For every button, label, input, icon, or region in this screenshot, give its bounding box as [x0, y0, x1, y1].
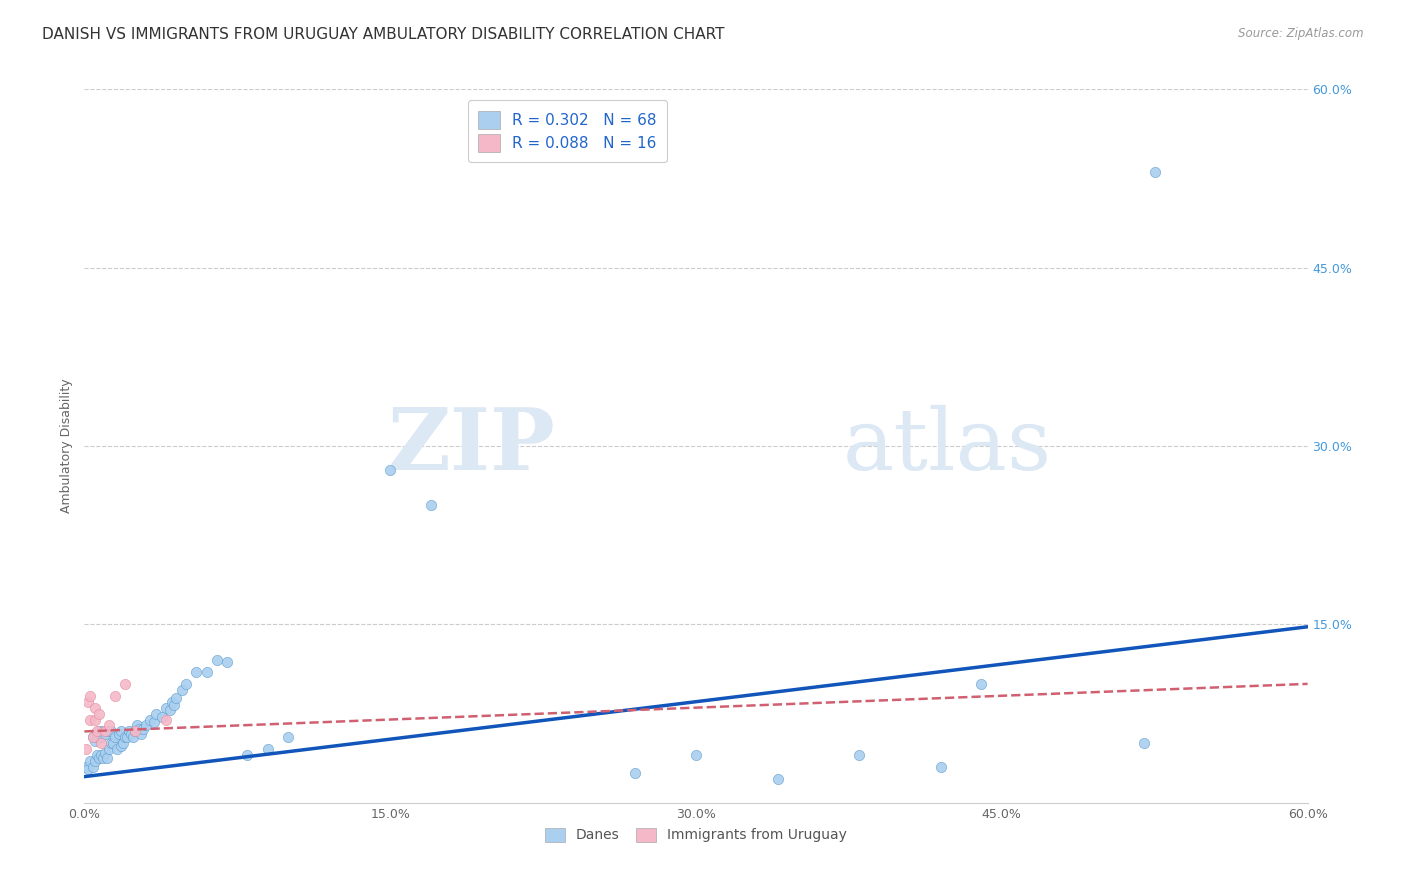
Point [1143, 165, 1166, 179]
Point [82, 760, 104, 774]
Point [108, 727, 131, 741]
Point [112, 736, 135, 750]
Point [83, 713, 105, 727]
Point [97, 742, 120, 756]
Point [848, 748, 870, 763]
Point [87, 706, 110, 721]
Point [155, 700, 177, 714]
Point [86, 724, 108, 739]
Point [132, 722, 155, 736]
Point [104, 731, 127, 745]
Point [93, 724, 115, 739]
Point [236, 748, 259, 763]
Point [101, 736, 124, 750]
Point [150, 710, 173, 724]
Point [128, 722, 150, 736]
Point [96, 724, 118, 739]
Point [195, 665, 218, 679]
Point [110, 739, 132, 753]
Point [138, 713, 160, 727]
Point [159, 703, 181, 717]
Point [420, 499, 443, 513]
Point [105, 742, 128, 756]
Point [163, 698, 186, 713]
Point [115, 731, 138, 745]
Point [75, 742, 97, 756]
Point [93, 746, 115, 760]
Point [155, 713, 177, 727]
Point [929, 760, 952, 774]
Point [205, 653, 228, 667]
Point [114, 677, 136, 691]
Point [1133, 736, 1156, 750]
Point [77, 695, 100, 709]
Point [90, 748, 112, 763]
Point [120, 727, 142, 741]
Point [165, 691, 187, 706]
Point [624, 766, 647, 780]
Point [75, 760, 97, 774]
Point [124, 724, 146, 739]
Point [186, 665, 208, 679]
Point [83, 734, 105, 748]
Point [766, 772, 789, 786]
Point [90, 736, 112, 750]
Text: DANISH VS IMMIGRANTS FROM URUGUAY AMBULATORY DISABILITY CORRELATION CHART: DANISH VS IMMIGRANTS FROM URUGUAY AMBULA… [42, 27, 724, 42]
Point [114, 731, 136, 745]
Point [96, 750, 118, 764]
Point [86, 731, 108, 745]
Point [86, 748, 108, 763]
Point [124, 724, 146, 739]
Point [131, 727, 153, 741]
Point [87, 724, 110, 739]
Point [82, 731, 104, 745]
Point [172, 682, 194, 697]
Point [91, 724, 114, 739]
Point [257, 742, 280, 756]
Point [135, 718, 157, 732]
Point [97, 718, 120, 732]
Point [142, 714, 165, 729]
Point [277, 731, 299, 745]
Point [100, 724, 122, 739]
Point [127, 718, 149, 732]
Point [79, 689, 101, 703]
Point [90, 731, 112, 745]
Point [122, 731, 145, 745]
Point [118, 724, 141, 739]
Text: atlas: atlas [842, 404, 1052, 488]
Point [160, 695, 183, 709]
Point [79, 713, 101, 727]
Y-axis label: Ambulatory Disability: Ambulatory Disability [60, 379, 73, 513]
Point [145, 706, 167, 721]
Point [104, 689, 127, 703]
Text: ZIP: ZIP [388, 404, 555, 488]
Point [91, 750, 114, 764]
Legend: Danes, Immigrants from Uruguay: Danes, Immigrants from Uruguay [538, 821, 853, 849]
Point [217, 656, 239, 670]
Text: Source: ZipAtlas.com: Source: ZipAtlas.com [1239, 27, 1364, 40]
Point [100, 736, 122, 750]
Point [79, 754, 101, 768]
Point [380, 463, 402, 477]
Point [77, 763, 100, 777]
Point [685, 748, 707, 763]
Point [174, 677, 197, 691]
Point [83, 754, 105, 768]
Point [110, 724, 132, 739]
Point [87, 750, 110, 764]
Point [83, 700, 105, 714]
Point [82, 731, 104, 745]
Point [970, 677, 993, 691]
Point [93, 727, 115, 741]
